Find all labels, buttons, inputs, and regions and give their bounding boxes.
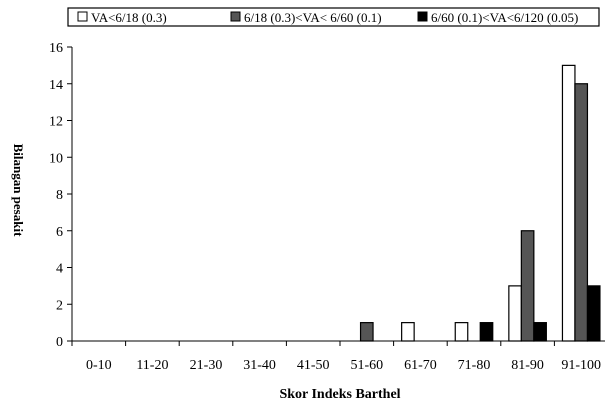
bar-series-2-91-100 (574, 83, 589, 342)
y-tick-label: 0 (56, 335, 63, 350)
bars (359, 64, 601, 342)
bar-series-3-71-80 (479, 322, 494, 342)
y-tick-label: 16 (49, 41, 63, 56)
bar-series-1-91-100 (561, 64, 576, 342)
x-tick-label: 81-90 (511, 358, 544, 373)
legend-swatch (77, 11, 88, 22)
x-tick-label: 61-70 (404, 358, 437, 373)
y-tick-label: 10 (49, 151, 63, 166)
x-tick-label: 91-100 (561, 358, 601, 373)
y-tick-label: 4 (56, 262, 63, 277)
bar-series-1-81-90 (508, 285, 522, 342)
x-tick-label: 11-20 (136, 358, 168, 373)
x-tick-label: 0-10 (86, 358, 112, 373)
y-axis-title-text: Bilangan pesakit (11, 144, 26, 238)
y-tick-label: 2 (56, 298, 63, 313)
x-tick-label: 41-50 (297, 358, 330, 373)
y-tick-label: 6 (56, 225, 63, 240)
x-tick-label: 51-60 (350, 358, 383, 373)
x-tick-label: 31-40 (243, 358, 276, 373)
legend-box (67, 7, 600, 27)
y-tick-label: 8 (56, 188, 63, 203)
x-tick-label: 71-80 (458, 358, 491, 373)
x-tick-label: 21-30 (190, 358, 223, 373)
legend-label: 6/60 (0.1)<VA<6/120 (0.05) (431, 10, 578, 25)
legend-swatch (230, 11, 241, 22)
bar-series-3-91-100 (586, 285, 601, 342)
x-axis: 0-10 11-20 21-30 31-40 41-50 51-60 61-70 71-80 8… (71, 340, 605, 373)
bar-series-1-71-80 (454, 322, 469, 342)
legend: VA<6/18 (0.3) 6/18 (0.3)<VA< 6/60 (0.1) 6/… (67, 7, 600, 27)
legend-label: VA<6/18 (0.3) (91, 10, 167, 25)
y-axis-title: Bilangan pesakit (11, 144, 26, 238)
x-axis-title: Skor Indeks Barthel (279, 387, 400, 402)
legend-label: 6/18 (0.3)<VA< 6/60 (0.1) (244, 10, 382, 25)
bar-series-1-61-70 (401, 322, 415, 342)
y-tick-label: 12 (49, 115, 63, 130)
bar-series-2-81-90 (520, 230, 535, 342)
bar-series-2-51-60 (359, 322, 374, 342)
legend-swatch (417, 11, 428, 22)
bar-series-3-81-90 (533, 322, 547, 342)
y-tick-label: 14 (49, 78, 63, 93)
y-axis: 0 2 4 6 8 10 12 14 16 (49, 41, 73, 350)
